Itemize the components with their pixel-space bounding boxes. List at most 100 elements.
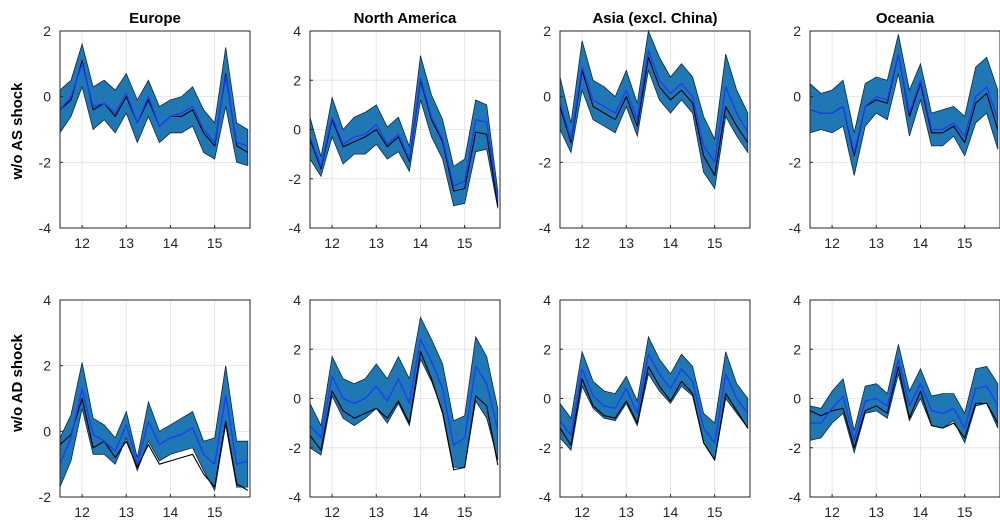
panel-title: Europe: [129, 10, 181, 27]
x-tick-label: 12: [574, 235, 590, 251]
actual-line: [809, 365, 999, 449]
x-tick-label: 13: [118, 235, 134, 251]
x-tick-label: 12: [74, 235, 90, 251]
y-tick-label: -4: [539, 489, 552, 505]
x-tick-label: 12: [574, 504, 590, 520]
panel-title: Asia (excl. China): [592, 10, 717, 27]
median-line: [309, 77, 499, 201]
row-label-0: w/o AS shock: [9, 82, 26, 181]
x-tick-label: 14: [163, 235, 179, 251]
y-tick-label: -2: [789, 440, 802, 456]
y-tick-label: 2: [543, 23, 551, 39]
median-line: [809, 53, 999, 154]
confidence-band: [309, 55, 499, 209]
x-tick-label: 14: [413, 504, 429, 520]
x-tick-label: 15: [957, 504, 973, 520]
y-tick-label: -4: [539, 220, 552, 236]
panel-5: 12 13 14 15 -4 -2 0 2 4: [289, 292, 501, 520]
median-line: [309, 338, 499, 446]
panel-title: North America: [354, 10, 457, 27]
confidence-band: [559, 29, 749, 190]
median-line: [810, 358, 999, 442]
x-tick-label: 12: [324, 235, 340, 251]
y-tick-label: -4: [789, 489, 802, 505]
panel-3: 12 13 14 15 -4 -2 0 2 Oceania: [789, 10, 1000, 251]
y-tick-label: 2: [43, 358, 51, 374]
median-line: [559, 353, 749, 444]
axes-box: [59, 299, 251, 498]
y-tick-label: -2: [289, 440, 302, 456]
row-label-1: w/o AD shock: [9, 333, 26, 432]
y-tick-label: 2: [43, 23, 51, 39]
x-tick-label: 13: [368, 235, 384, 251]
y-tick-label: 0: [43, 423, 51, 439]
axes-box: [809, 30, 1000, 229]
actual-line: [59, 397, 249, 491]
x-tick-label: 14: [913, 235, 929, 251]
x-tick-label: 13: [868, 504, 884, 520]
x-tick-label: 12: [824, 504, 840, 520]
y-tick-label: -4: [789, 220, 802, 236]
x-tick-label: 15: [957, 235, 973, 251]
y-tick-label: 4: [43, 292, 51, 308]
x-tick-label: 13: [868, 235, 884, 251]
y-tick-label: 0: [543, 391, 551, 407]
panel-7: 12 13 14 15 -4 -2 0 2 4: [789, 292, 1000, 520]
x-tick-label: 14: [163, 504, 179, 520]
panel-2: 12 13 14 15 -4 -2 0 2 Asia (excl. China): [539, 10, 751, 251]
y-tick-label: 2: [293, 72, 301, 88]
y-tick-label: 2: [793, 23, 801, 39]
x-tick-label: 15: [707, 504, 723, 520]
panel-4: 12 13 14 15 -2 0 2 4: [39, 292, 251, 520]
y-tick-label: -2: [289, 171, 302, 187]
y-tick-label: -2: [39, 489, 52, 505]
y-tick-label: -2: [539, 440, 552, 456]
x-tick-label: 15: [707, 235, 723, 251]
x-tick-label: 13: [368, 504, 384, 520]
x-tick-label: 15: [457, 504, 473, 520]
median-line: [59, 388, 248, 465]
x-tick-label: 13: [618, 235, 634, 251]
y-tick-label: 4: [293, 292, 301, 308]
confidence-band: [59, 362, 249, 492]
y-tick-label: 0: [793, 89, 801, 105]
y-tick-label: -2: [39, 154, 52, 170]
confidence-band: [809, 344, 999, 455]
x-tick-label: 12: [324, 504, 340, 520]
actual-line: [559, 365, 749, 461]
axes-box: [59, 30, 251, 229]
median-line: [59, 63, 248, 147]
actual-line: [309, 351, 499, 471]
y-tick-label: -4: [289, 489, 302, 505]
y-tick-label: -2: [539, 154, 552, 170]
panel-0: 12 13 14 15 -4 -2 0 2 Europe: [39, 10, 251, 251]
x-tick-label: 12: [74, 504, 90, 520]
y-tick-label: -4: [39, 220, 52, 236]
y-tick-label: 4: [543, 292, 551, 308]
y-tick-label: 0: [293, 122, 301, 138]
x-tick-label: 15: [207, 504, 223, 520]
y-tick-label: 0: [793, 391, 801, 407]
y-tick-label: 2: [543, 341, 551, 357]
y-tick-label: 4: [793, 292, 801, 308]
panel-6: 12 13 14 15 -4 -2 0 2 4: [539, 292, 751, 520]
y-tick-label: -4: [289, 220, 302, 236]
x-tick-label: 14: [413, 235, 429, 251]
y-tick-label: -2: [789, 154, 802, 170]
y-tick-label: 0: [43, 89, 51, 105]
x-tick-label: 15: [207, 235, 223, 251]
actual-line: [559, 56, 749, 177]
x-tick-label: 15: [457, 235, 473, 251]
y-tick-label: 4: [293, 23, 301, 39]
x-tick-label: 13: [118, 504, 134, 520]
y-tick-label: 0: [543, 89, 551, 105]
x-tick-label: 13: [618, 504, 634, 520]
x-tick-label: 14: [913, 504, 929, 520]
y-tick-label: 2: [793, 341, 801, 357]
confidence-band: [809, 34, 999, 176]
actual-line: [309, 79, 499, 206]
y-tick-label: 2: [293, 341, 301, 357]
y-tick-label: 0: [293, 391, 301, 407]
panel-1: 12 13 14 15 -4 -2 0 2 4 North America: [289, 10, 501, 251]
